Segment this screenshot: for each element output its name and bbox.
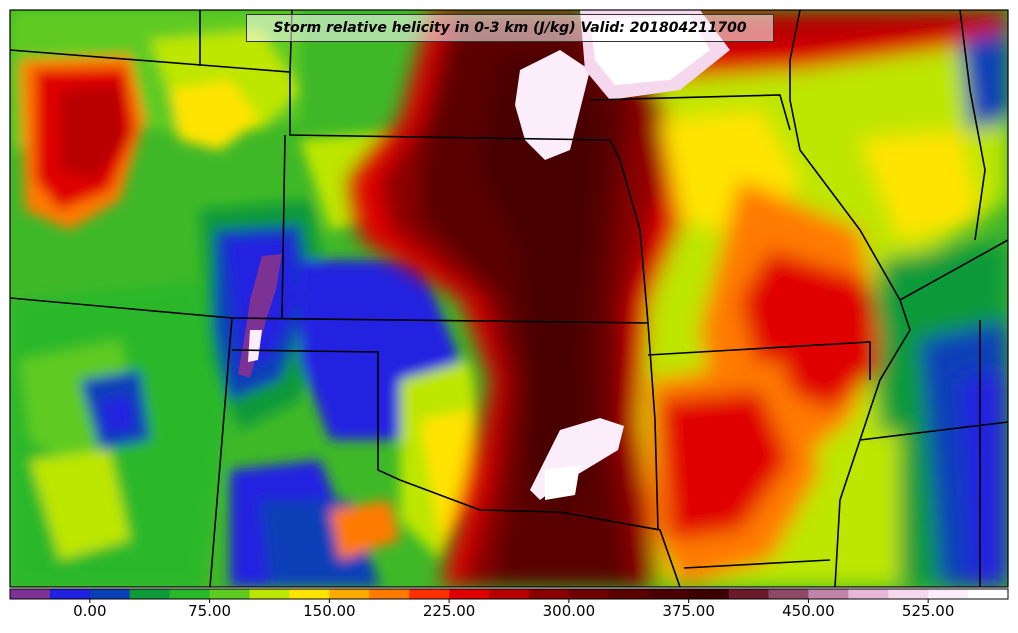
colorbar-swatch: [49, 589, 91, 599]
colorbar-swatch: [489, 589, 530, 599]
state-boundaries: [9, 9, 1009, 588]
colorbar-tick-label: 75.00: [188, 602, 232, 620]
colorbar-swatch: [728, 589, 769, 599]
colorbar-swatch: [888, 589, 929, 599]
colorbar-swatch: [968, 589, 1009, 599]
colorbar-tick-label: 300.00: [542, 602, 596, 620]
colorbar-swatch: [209, 589, 251, 599]
colorbar-swatch: [608, 589, 650, 599]
colorbar-tick-label: 525.00: [901, 602, 955, 620]
colorbar-swatch: [808, 589, 849, 599]
colorbar-swatch: [249, 589, 290, 599]
colorbar-swatch: [369, 589, 410, 599]
colorbar-tick-label: 0.00: [73, 602, 107, 620]
colorbar-tick-label: 450.00: [782, 602, 835, 620]
colorbar-swatch: [289, 589, 330, 599]
colorbar-swatch: [89, 589, 131, 599]
colorbar-swatch: [568, 589, 610, 599]
colorbar-swatch: [129, 589, 171, 599]
colorbar-tick-label: 225.00: [422, 602, 476, 620]
colorbar-swatch: [928, 589, 969, 599]
colorbar-swatch: [768, 589, 809, 599]
colorbar-swatch: [10, 589, 51, 599]
map-title: Storm relative helicity in 0-3 km (J/kg)…: [246, 14, 774, 42]
map-frame: [9, 9, 1009, 588]
colorbar-labels: 0.00 75.00 150.00 225.00 300.00 375.00 4…: [0, 602, 1018, 628]
colorbar-swatch: [409, 589, 450, 599]
colorbar-swatch: [688, 589, 730, 599]
colorbar-tick-label: 150.00: [303, 602, 356, 620]
map-field: [10, 10, 1008, 587]
colorbar-swatch: [848, 589, 889, 599]
colorbar-tick-label: 375.00: [662, 602, 715, 620]
colorbar-swatch: [648, 589, 690, 599]
colorbar-frame: [9, 588, 1009, 600]
colorbar-swatch: [329, 589, 370, 599]
colorbar-swatch: [528, 589, 570, 599]
colorbar-swatch: [449, 589, 490, 599]
colorbar-swatch: [169, 589, 211, 599]
colorbar: [9, 588, 1009, 603]
